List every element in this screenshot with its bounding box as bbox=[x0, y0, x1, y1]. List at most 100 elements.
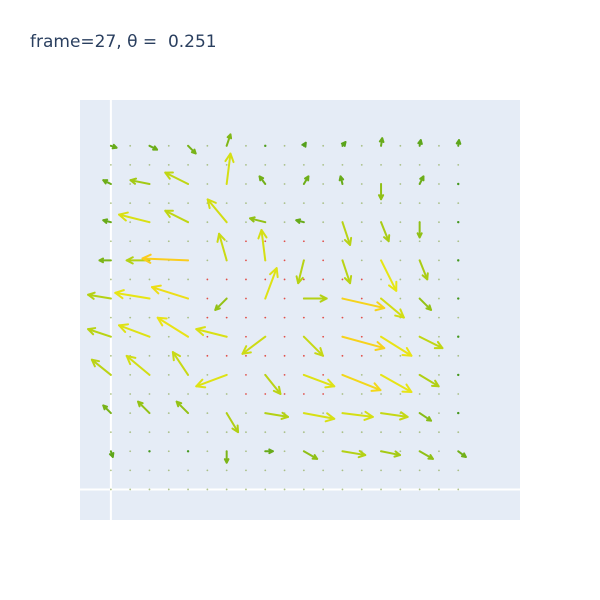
grid-dot bbox=[167, 316, 170, 319]
arrow-head bbox=[231, 424, 240, 434]
grid-dot bbox=[167, 431, 170, 434]
grid-dot bbox=[109, 278, 112, 281]
grid-dot bbox=[360, 393, 363, 395]
grid-dot bbox=[360, 259, 363, 262]
arrow-head bbox=[164, 209, 174, 218]
grid-dot bbox=[148, 202, 151, 204]
grid-dot bbox=[148, 164, 151, 166]
arrow-shaft bbox=[225, 412, 240, 434]
grid-dot bbox=[438, 374, 440, 376]
grid-dot bbox=[206, 488, 209, 491]
arrow-shaft bbox=[90, 358, 112, 376]
grid-dot bbox=[322, 393, 325, 395]
grid-dot bbox=[167, 240, 170, 243]
arrow bbox=[380, 259, 398, 292]
arrow-head bbox=[150, 284, 162, 295]
grid-dot bbox=[206, 164, 209, 166]
grid-dot bbox=[167, 164, 170, 166]
grid-dot bbox=[283, 374, 286, 376]
grid-dot bbox=[380, 240, 382, 243]
arrow-head bbox=[338, 175, 345, 182]
grid-dot bbox=[438, 335, 440, 338]
arrow-head bbox=[343, 275, 353, 285]
arrow bbox=[380, 221, 391, 243]
grid-dot bbox=[418, 278, 421, 281]
arrow bbox=[418, 335, 444, 350]
arrow-head bbox=[374, 341, 386, 351]
grid-dot bbox=[206, 354, 209, 357]
arrow bbox=[98, 257, 112, 264]
arrow-shaft bbox=[164, 171, 190, 185]
grid-dot bbox=[187, 488, 189, 491]
arrow bbox=[377, 183, 385, 201]
grid-dot bbox=[399, 183, 402, 185]
grid-dot bbox=[302, 488, 305, 491]
grid-dot bbox=[187, 278, 189, 281]
grid-dot bbox=[322, 259, 325, 262]
arrow bbox=[141, 253, 190, 264]
grid-dot bbox=[418, 393, 421, 395]
arrow-dot bbox=[457, 220, 460, 224]
grid-dot bbox=[399, 335, 402, 338]
grid-dot bbox=[457, 278, 460, 281]
grid-dot bbox=[225, 431, 228, 434]
grid-dot bbox=[302, 469, 305, 472]
plot-background bbox=[80, 100, 520, 520]
grid-dot bbox=[206, 183, 209, 185]
grid-dot bbox=[245, 144, 247, 147]
grid-dot bbox=[360, 431, 363, 434]
grid-dot bbox=[283, 393, 286, 395]
grid-dot bbox=[341, 488, 344, 491]
arrow bbox=[214, 297, 228, 311]
grid-dot bbox=[457, 240, 460, 243]
grid-dot bbox=[399, 278, 402, 281]
grid-dot bbox=[302, 431, 305, 434]
grid-dot bbox=[438, 278, 440, 281]
arrow bbox=[457, 259, 460, 262]
grid-dot bbox=[187, 431, 189, 434]
grid-dot bbox=[418, 202, 421, 204]
arrow-head bbox=[433, 340, 444, 350]
grid-dot bbox=[245, 431, 247, 434]
arrow bbox=[341, 297, 386, 312]
grid-dot bbox=[360, 354, 363, 357]
grid-dot bbox=[187, 316, 189, 319]
arrow bbox=[302, 335, 324, 357]
grid-dot bbox=[380, 431, 382, 434]
grid-dot bbox=[206, 221, 209, 224]
grid-dot bbox=[225, 202, 228, 204]
arrow bbox=[195, 326, 228, 338]
grid-dot bbox=[109, 431, 112, 434]
arrow bbox=[302, 412, 336, 423]
grid-dot bbox=[225, 354, 228, 357]
arrow bbox=[457, 373, 460, 377]
grid-dot bbox=[129, 297, 132, 300]
grid-dot bbox=[129, 278, 132, 281]
arrow bbox=[171, 351, 190, 376]
grid-dot bbox=[438, 354, 440, 357]
arrow-head bbox=[357, 449, 367, 459]
grid-dot bbox=[283, 354, 286, 357]
grid-dot bbox=[399, 469, 402, 472]
grid-dot bbox=[418, 431, 421, 434]
grid-dot bbox=[225, 488, 228, 491]
arrow-head bbox=[195, 378, 207, 389]
arrow bbox=[206, 198, 228, 224]
grid-dot bbox=[225, 469, 228, 472]
grid-dot bbox=[167, 297, 170, 300]
grid-dot bbox=[148, 278, 151, 281]
grid-dot bbox=[322, 488, 325, 491]
grid-dot bbox=[438, 259, 440, 262]
grid-dot bbox=[322, 164, 325, 166]
grid-dot bbox=[283, 144, 286, 147]
grid-dot bbox=[187, 354, 189, 357]
grid-dot bbox=[341, 164, 344, 166]
grid-dot bbox=[322, 240, 325, 243]
grid-dot bbox=[418, 240, 421, 243]
grid-dot bbox=[225, 278, 228, 281]
arrow-shaft bbox=[118, 213, 151, 224]
arrow-head bbox=[427, 454, 434, 460]
arrow bbox=[129, 177, 151, 185]
arrow-head bbox=[195, 326, 207, 337]
arrow-head bbox=[268, 448, 274, 455]
